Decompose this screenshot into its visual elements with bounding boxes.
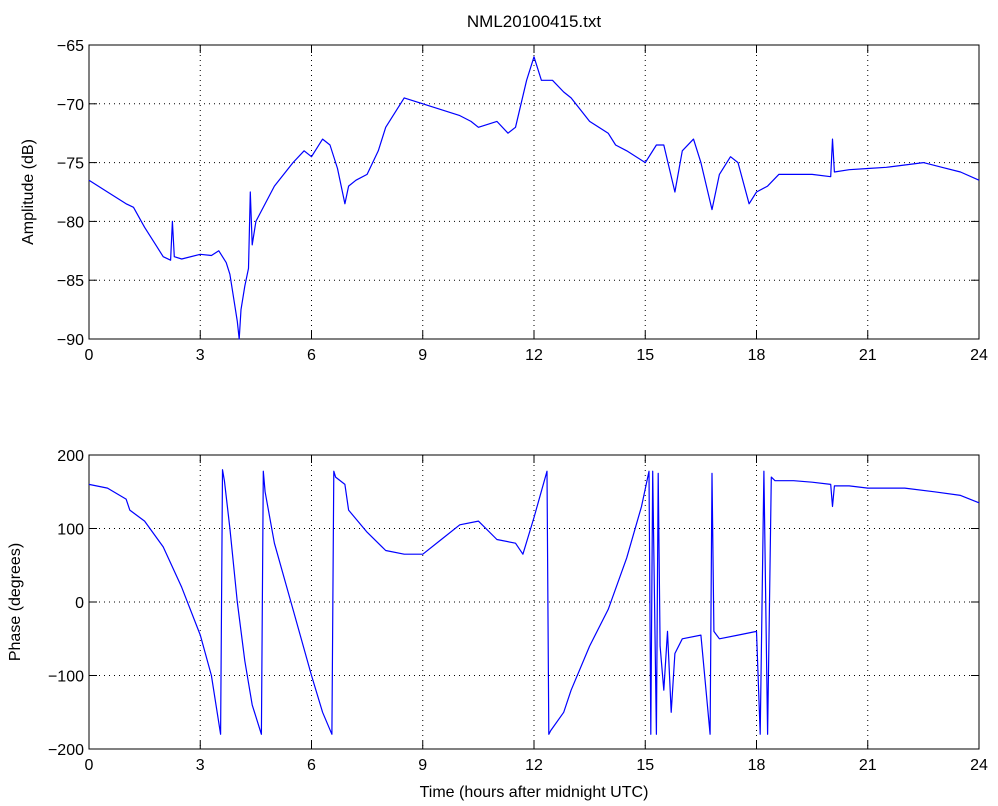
series-line <box>88 56 980 340</box>
x-tick-label: 0 <box>85 347 94 364</box>
chart-title: NML20100415.txt <box>467 12 601 31</box>
x-tick-label: 9 <box>418 757 427 774</box>
x-tick-label: 18 <box>748 757 766 774</box>
x-tick-label: 12 <box>525 347 543 364</box>
y-tick-label: −70 <box>57 97 84 114</box>
y-tick-label: −80 <box>57 214 84 231</box>
y-axis-label: Amplitude (dB) <box>20 139 37 245</box>
x-tick-label: 3 <box>196 347 205 364</box>
y-tick-label: 200 <box>57 448 84 465</box>
y-tick-label: 100 <box>57 522 84 539</box>
series-line <box>88 469 980 735</box>
y-axis-label: Phase (degrees) <box>7 543 24 661</box>
x-tick-label: 6 <box>307 757 316 774</box>
x-tick-label: 15 <box>636 757 654 774</box>
y-tick-label: −200 <box>48 742 84 759</box>
y-tick-label: −75 <box>57 156 84 173</box>
x-tick-label: 6 <box>307 347 316 364</box>
phase-panel: 0 3 6 9 12 15 18 21 24 −200 −100 0 100 200 Phase (degr… <box>7 448 988 801</box>
x-tick-label: 24 <box>970 347 988 364</box>
x-tick-label: 0 <box>85 757 94 774</box>
y-tick-label: −100 <box>48 669 84 686</box>
x-tick-label: 12 <box>525 757 543 774</box>
x-tick-label: 21 <box>859 347 877 364</box>
y-tick-label: −65 <box>57 38 84 55</box>
x-tick-label: 18 <box>748 347 766 364</box>
y-tick-label: −90 <box>57 332 84 349</box>
amplitude-panel: 0 3 6 9 12 15 18 21 24 −90 −85 −80 −75 −70 −65 Amplitud… <box>20 38 988 364</box>
y-tick-label: 0 <box>75 595 84 612</box>
x-tick-label: 3 <box>196 757 205 774</box>
y-tick-label: −85 <box>57 273 84 290</box>
x-axis-label: Time (hours after midnight UTC) <box>420 784 649 801</box>
x-tick-label: 21 <box>859 757 877 774</box>
x-tick-label: 15 <box>636 347 654 364</box>
x-tick-label: 24 <box>970 757 988 774</box>
x-tick-label: 9 <box>418 347 427 364</box>
plot-area <box>88 44 980 340</box>
